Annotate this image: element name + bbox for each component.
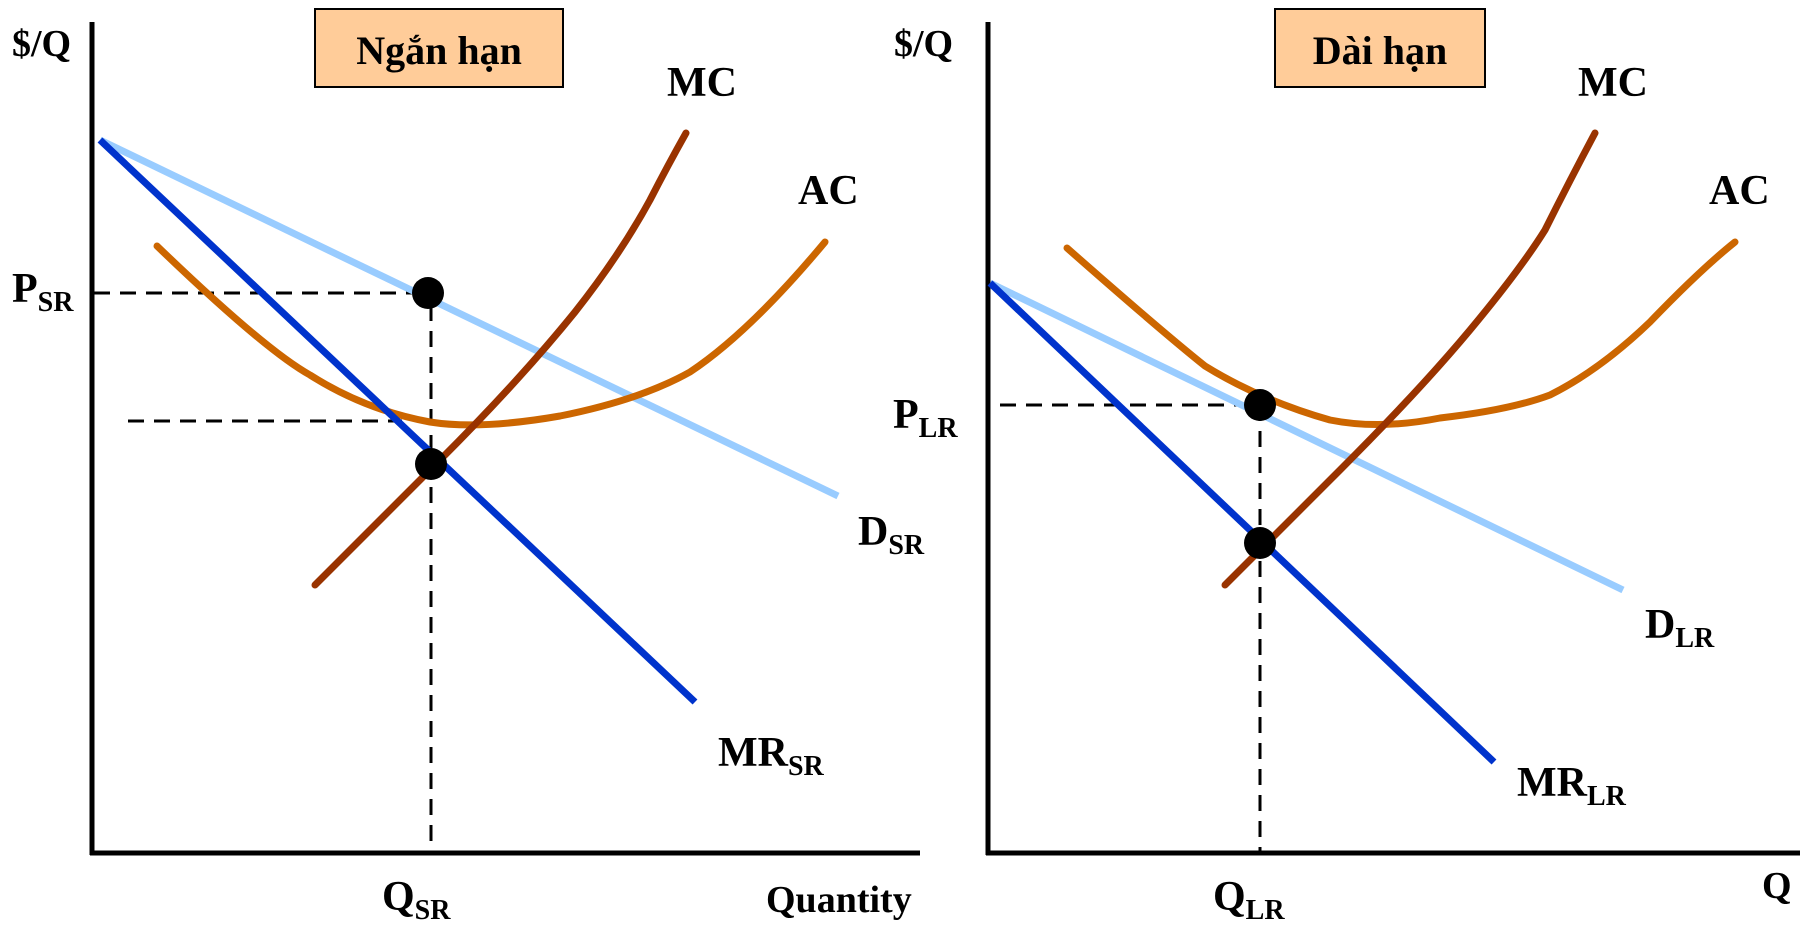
right-price-label: PLR [893, 392, 958, 444]
left-mr-curve [97, 137, 698, 705]
right-title-box [1274, 8, 1486, 88]
right-demand-label: DLR [1645, 602, 1715, 654]
left-demand-label: DSR [858, 509, 925, 561]
right-quantity-label: QLR [1213, 874, 1285, 925]
right-mr-mc-intersection-point [1244, 527, 1276, 559]
right-y-axis-label: $/Q [894, 23, 953, 65]
right-mc-curve [1221, 129, 1599, 589]
short-run-panel: Ngắn hạn $/Q MC AC PSR DSR MRSR QSR [12, 8, 925, 925]
right-ac-label: AC [1709, 168, 1770, 214]
right-ac-curve [1063, 238, 1739, 429]
left-title: Ngắn hạn [356, 28, 522, 73]
right-mr-curve [987, 280, 1497, 765]
right-mc-label: MC [1578, 60, 1648, 106]
right-x-axis-label: Q [1762, 865, 1792, 907]
left-mc-label: MC [667, 60, 737, 106]
left-mr-label: MRSR [718, 730, 825, 782]
right-demand-curve [988, 279, 1625, 594]
long-run-panel: Dài hạn $/Q MC AC PLR DLR MRLR QLR Q [893, 8, 1800, 925]
right-price-point [1244, 389, 1276, 421]
left-y-axis-label: $/Q [12, 23, 71, 65]
left-price-point [412, 277, 444, 309]
left-title-box [314, 8, 564, 88]
right-mr-label: MRLR [1517, 760, 1627, 812]
left-ac-label: AC [798, 168, 859, 214]
right-title: Dài hạn [1313, 28, 1448, 73]
left-quantity-label: QSR [382, 874, 451, 925]
left-mr-mc-intersection-point [415, 448, 447, 480]
left-demand-curve [98, 136, 840, 500]
left-ac-curve [153, 238, 829, 429]
left-price-label: PSR [12, 266, 74, 318]
left-mc-curve [311, 129, 690, 589]
left-x-axis-label: Quantity [766, 879, 912, 921]
